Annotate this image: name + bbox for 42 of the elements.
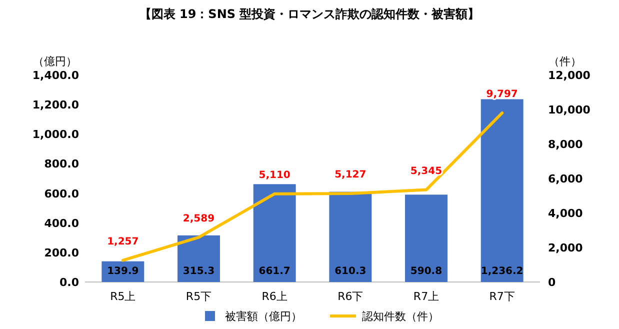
x-tick-label: R7上 <box>413 290 440 303</box>
x-tick-label: R6下 <box>338 290 364 303</box>
x-tick-label: R7下 <box>489 290 515 303</box>
bar <box>480 99 524 282</box>
x-tick-label: R5上 <box>110 290 136 303</box>
chart-title: 【図表 19：SNS 型投資・ロマンス詐欺の認知件数・被害額】 <box>139 7 480 21</box>
data-label: 2,589 <box>182 213 215 224</box>
y-tick-label: 1,400.0 <box>32 69 80 82</box>
y2-tick-label: 12,000 <box>548 69 591 82</box>
x-tick-label: R5下 <box>186 290 212 303</box>
legend-label: 被害額（億円） <box>225 310 302 323</box>
legend-label: 認知件数（件） <box>362 310 439 323</box>
bar <box>405 194 448 282</box>
data-label: 1,236.2 <box>480 266 524 277</box>
data-label: 139.9 <box>107 266 139 277</box>
data-label: 661.7 <box>258 266 290 277</box>
y-tick-label: 1,000.0 <box>32 128 80 142</box>
data-label: 5,345 <box>410 166 442 177</box>
y-tick-label: 400.0 <box>44 216 80 230</box>
data-label: 9,797 <box>486 89 518 100</box>
y2-tick-label: 8,000 <box>548 138 584 151</box>
data-label: 5,110 <box>258 170 290 181</box>
y-tick-label: 200.0 <box>44 246 80 260</box>
data-label: 590.8 <box>410 266 442 277</box>
y2-tick-label: 0 <box>548 276 556 289</box>
y-tick-label: 800.0 <box>44 158 80 171</box>
x-tick-label: R6上 <box>262 290 288 303</box>
y2-tick-label: 4,000 <box>548 207 584 220</box>
data-label: 1,257 <box>107 236 139 248</box>
y-tick-label: 600.0 <box>44 187 80 200</box>
y-tick-label: 1,200.0 <box>32 98 80 112</box>
data-label: 5,127 <box>334 170 366 181</box>
data-label: 315.3 <box>182 266 215 277</box>
y-tick-label: 0.0 <box>60 276 80 289</box>
y-axis-title: （億円） <box>33 55 77 68</box>
bar <box>329 192 372 282</box>
y2-tick-label: 2,000 <box>548 242 584 254</box>
data-label: 610.3 <box>334 266 366 277</box>
bar <box>253 184 296 282</box>
y2-axis-title: （件） <box>548 55 582 68</box>
y2-tick-label: 6,000 <box>548 172 584 186</box>
y2-tick-label: 10,000 <box>548 104 591 116</box>
